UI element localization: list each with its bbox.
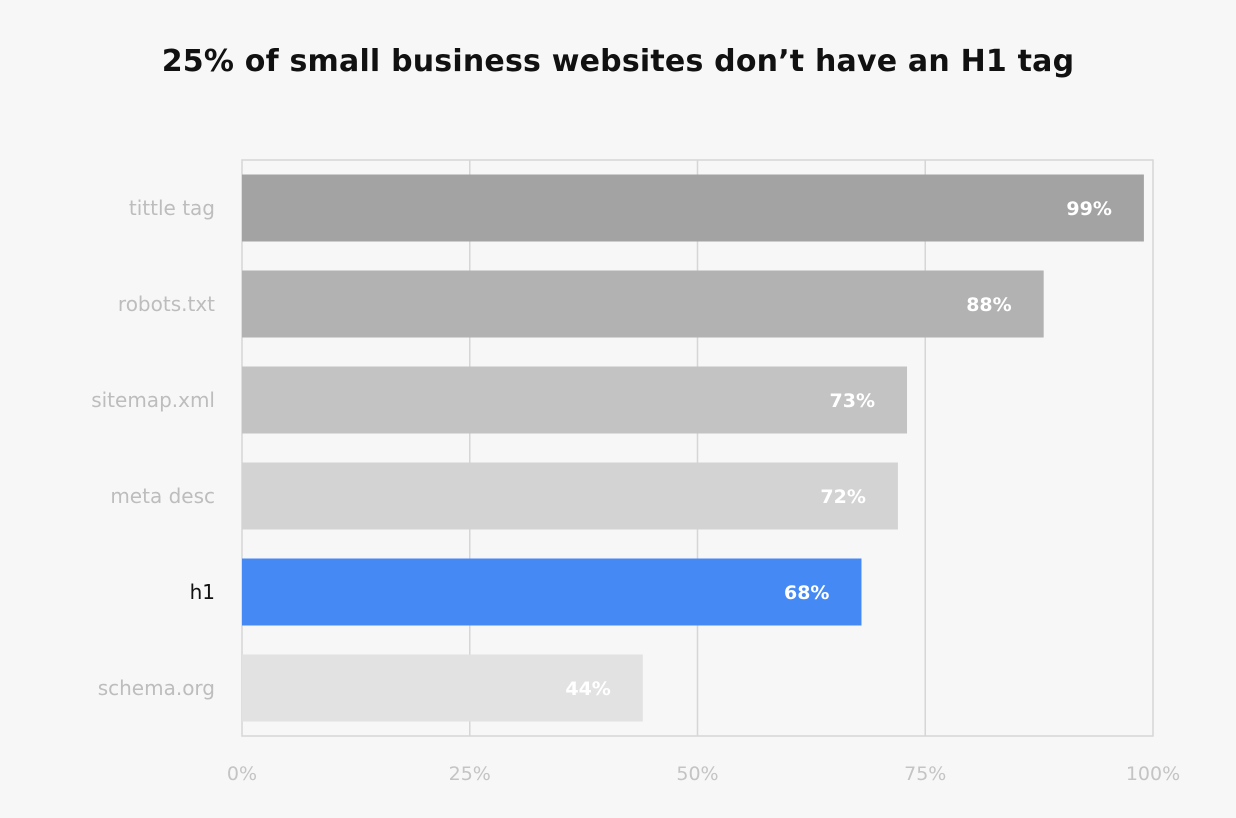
x-tick-label: 50%	[676, 763, 718, 785]
x-tick-label: 25%	[449, 763, 491, 785]
bar-value-label: 72%	[820, 486, 865, 508]
bar-value-label: 99%	[1066, 198, 1111, 220]
bar-value-label: 88%	[966, 294, 1011, 316]
category-label: robots.txt	[118, 292, 215, 316]
category-label: h1	[190, 580, 215, 604]
category-label: tittle tag	[129, 196, 215, 220]
bar-value-label: 44%	[565, 678, 610, 700]
grid-lines	[469, 160, 926, 736]
bar	[242, 462, 898, 530]
bar	[242, 270, 1044, 338]
x-tick-label: 0%	[227, 763, 257, 785]
bar	[242, 654, 643, 722]
x-tick-label: 100%	[1126, 763, 1180, 785]
bar-value-label: 68%	[784, 582, 829, 604]
bars: 99% 88% 73% 72% 68% 44%	[242, 174, 1144, 722]
bar	[242, 366, 908, 434]
bar-value-label: 73%	[830, 390, 875, 412]
bar	[242, 558, 862, 626]
category-label: meta desc	[110, 484, 215, 508]
category-label: schema.org	[98, 676, 215, 700]
category-labels: tittle tag robots.txt sitemap.xml meta desc…	[91, 196, 215, 700]
category-label: sitemap.xml	[91, 388, 215, 412]
x-tick-label: 75%	[904, 763, 946, 785]
chart-title: 25% of small business websites don’t hav…	[161, 44, 1075, 79]
x-axis-ticks: 0% 25% 50% 75% 100%	[227, 763, 1180, 785]
bar	[242, 174, 1144, 242]
